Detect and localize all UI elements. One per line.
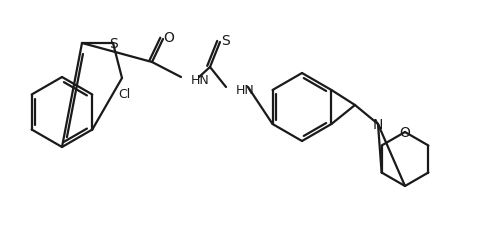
Text: Cl: Cl bbox=[118, 88, 130, 101]
Text: N: N bbox=[373, 117, 383, 131]
Text: S: S bbox=[109, 37, 117, 51]
Text: S: S bbox=[222, 34, 231, 48]
Text: HN: HN bbox=[236, 84, 255, 97]
Text: O: O bbox=[164, 31, 175, 45]
Text: HN: HN bbox=[191, 74, 210, 87]
Text: O: O bbox=[400, 126, 411, 139]
